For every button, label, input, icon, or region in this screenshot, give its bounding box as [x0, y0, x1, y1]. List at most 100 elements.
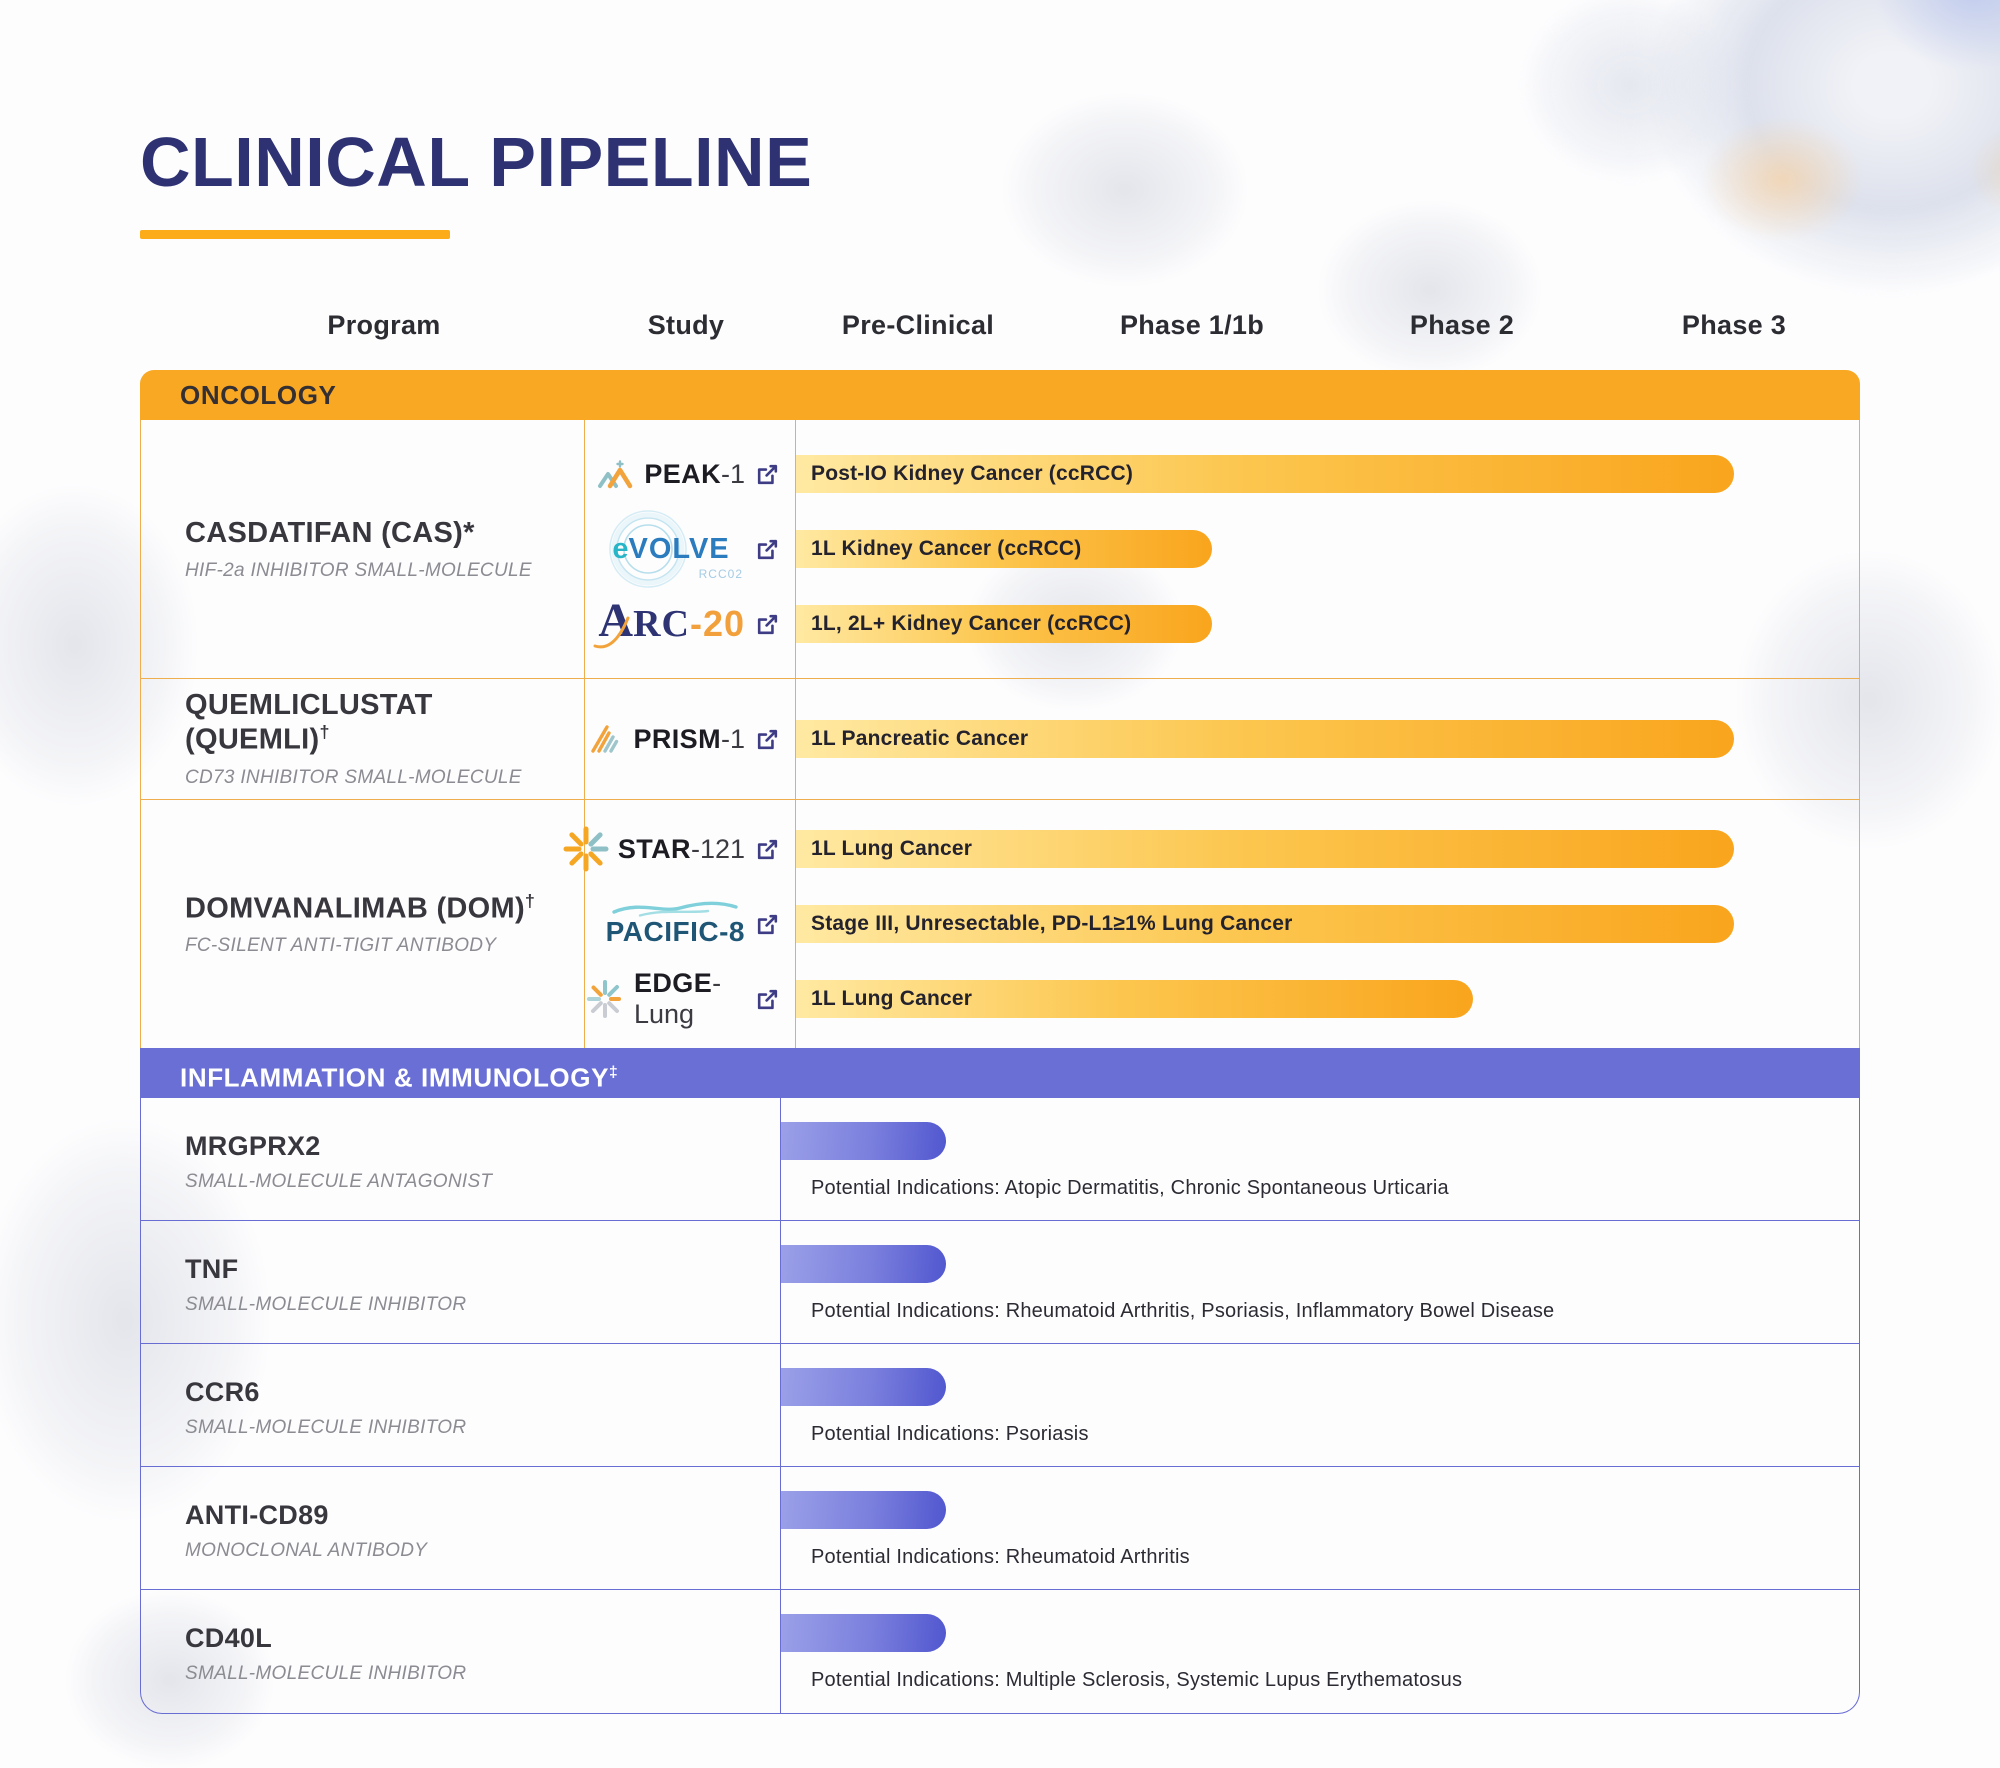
- bars-cell: Potential Indications: Rheumatoid Arthri…: [781, 1467, 1859, 1589]
- bars-cell: Potential Indications: Atopic Dermatitis…: [781, 1098, 1859, 1220]
- column-header-phase1: Phase 1/1b: [1119, 310, 1265, 340]
- bar-label: 1L Lung Cancer: [811, 837, 973, 860]
- external-link-icon[interactable]: [754, 461, 781, 488]
- evolve-logo-sub: RCC02: [698, 567, 743, 581]
- program-name: CCR6: [185, 1377, 260, 1407]
- program-cell: MRGPRX2 SMALL-MOLECULE ANTAGONIST: [141, 1098, 781, 1220]
- study-edge-lung-link[interactable]: EDGE-Lung: [585, 968, 781, 1029]
- study-cell: PEAK-1 e VOL: [585, 420, 796, 678]
- dagger-mark: †: [524, 890, 536, 911]
- program-modality: SMALL-MOLECULE INHIBITOR: [185, 1663, 467, 1684]
- potential-indications: Potential Indications: Psoriasis: [811, 1423, 1089, 1445]
- program-row-domvanalimab: DOMVANALIMAB (DOM)† FC-SILENT ANTI-TIGIT…: [141, 800, 1859, 1048]
- column-header-phase3: Phase 3: [1681, 310, 1787, 340]
- evolve-logo-e: e: [612, 532, 629, 565]
- study-logo-text: PEAK-1: [644, 458, 745, 489]
- column-header-program: Program: [327, 310, 441, 340]
- pacific-logo-text: PACIFIC-8: [605, 916, 745, 947]
- program-modality: SMALL-MOLECULE ANTAGONIST: [185, 1171, 493, 1192]
- column-header-preclinical: Pre-Clinical: [841, 310, 995, 340]
- prism-study-icon: [591, 725, 619, 753]
- decorative-cell-blob: [1642, 0, 2000, 300]
- bar-label: 1L Pancreatic Cancer: [811, 727, 1029, 750]
- program-name: TNF: [185, 1254, 239, 1284]
- pipeline-bar: Post-IO Kidney Cancer (ccRCC): [796, 455, 1734, 493]
- potential-indications: Potential Indications: Rheumatoid Arthri…: [811, 1546, 1190, 1568]
- pacific-8-logo: PACIFIC-8: [606, 900, 745, 948]
- program-modality: SMALL-MOLECULE INHIBITOR: [185, 1294, 467, 1315]
- pipeline-bar: Stage III, Unresectable, PD-L1≥1% Lung C…: [796, 905, 1734, 943]
- bar-label: Post-IO Kidney Cancer (ccRCC): [811, 462, 1134, 485]
- program-name: MRGPRX2: [185, 1131, 321, 1161]
- bar-label: 1L Kidney Cancer (ccRCC): [811, 537, 1082, 560]
- page-title: CLINICAL PIPELINE: [140, 123, 813, 201]
- program-row-mrgprx2: MRGPRX2 SMALL-MOLECULE ANTAGONIST Potent…: [141, 1098, 1859, 1221]
- study-cell: STAR-121 PACIFIC-8: [563, 800, 796, 1048]
- inflammation-table: MRGPRX2 SMALL-MOLECULE ANTAGONIST Potent…: [140, 1098, 1860, 1714]
- inflammation-section: INFLAMMATION & IMMUNOLOGY‡ MRGPRX2 SMALL…: [140, 1048, 1860, 1714]
- column-header-study: Study: [647, 310, 725, 340]
- arc-20-logo: A RC -20: [593, 597, 745, 649]
- study-star-121-link[interactable]: STAR-121: [563, 826, 781, 872]
- study-prism-1-link[interactable]: PRISM-1: [590, 720, 781, 758]
- evolve-logo: e VOLVE RCC02: [597, 510, 745, 588]
- pipeline-bar: 1L Pancreatic Cancer: [796, 720, 1734, 758]
- program-cell: TNF SMALL-MOLECULE INHIBITOR: [141, 1221, 781, 1343]
- program-cell: CD40L SMALL-MOLECULE INHIBITOR: [141, 1590, 781, 1713]
- study-pacific-8-link[interactable]: PACIFIC-8: [606, 901, 781, 947]
- inflammation-section-label: INFLAMMATION & IMMUNOLOGY: [180, 1062, 610, 1093]
- program-row-ccr6: CCR6 SMALL-MOLECULE INHIBITOR Potential …: [141, 1344, 1859, 1467]
- program-name: CASDATIFAN (CAS)*: [185, 516, 475, 549]
- bar-label: 1L, 2L+ Kidney Cancer (ccRCC): [811, 612, 1132, 635]
- study-peak-1-link[interactable]: PEAK-1: [595, 455, 781, 493]
- double-dagger-mark: ‡: [609, 1064, 619, 1081]
- program-row-quemliclustat: QUEMLICLUSTAT (QUEMLI)† CD73 INHIBITOR S…: [141, 679, 1859, 800]
- oncology-section: ONCOLOGY CASDATIFAN (CAS)* HIF-2a INHIBI…: [140, 370, 1860, 1049]
- bars-cell: 1L Pancreatic Cancer: [796, 679, 1859, 799]
- external-link-icon[interactable]: [754, 536, 781, 563]
- program-modality: FC-SILENT ANTI-TIGIT ANTIBODY: [185, 935, 497, 957]
- program-modality: SMALL-MOLECULE INHIBITOR: [185, 1417, 467, 1438]
- inflammation-section-header: INFLAMMATION & IMMUNOLOGY‡: [140, 1048, 1860, 1098]
- pipeline-bar: [781, 1491, 946, 1529]
- program-row-anti-cd89: ANTI-CD89 MONOCLONAL ANTIBODY Potential …: [141, 1467, 1859, 1590]
- program-name: DOMVANALIMAB (DOM)†: [185, 890, 536, 925]
- program-cell: DOMVANALIMAB (DOM)† FC-SILENT ANTI-TIGIT…: [141, 800, 585, 1048]
- potential-indications: Potential Indications: Atopic Dermatitis…: [811, 1177, 1449, 1199]
- oncology-section-header: ONCOLOGY: [140, 370, 1860, 420]
- bars-cell: Potential Indications: Multiple Sclerosi…: [781, 1590, 1859, 1713]
- external-link-icon[interactable]: [754, 986, 781, 1013]
- potential-indications: Potential Indications: Multiple Sclerosi…: [811, 1669, 1463, 1691]
- title-underline: [140, 230, 450, 239]
- decorative-cell-blob-small: [1500, 0, 1760, 200]
- potential-indications: Potential Indications: Rheumatoid Arthri…: [811, 1300, 1555, 1322]
- external-link-icon[interactable]: [754, 911, 781, 938]
- bars-cell: 1L Lung Cancer Stage III, Unresectable, …: [796, 800, 1859, 1048]
- bar-label: 1L Lung Cancer: [811, 987, 973, 1010]
- external-link-icon[interactable]: [754, 726, 781, 753]
- study-evolve-link[interactable]: e VOLVE RCC02: [597, 510, 781, 588]
- study-arc-20-link[interactable]: A RC -20: [593, 597, 781, 649]
- bars-cell: Potential Indications: Psoriasis: [781, 1344, 1859, 1466]
- study-logo-text: PRISM-1: [633, 723, 745, 754]
- evolve-circles-icon: [609, 510, 687, 588]
- arc-logo-rc: RC: [633, 603, 690, 645]
- external-link-icon[interactable]: [754, 836, 781, 863]
- column-header-phase2: Phase 2: [1409, 310, 1515, 340]
- pipeline-bar: 1L, 2L+ Kidney Cancer (ccRCC): [796, 605, 1212, 643]
- external-link-icon[interactable]: [754, 611, 781, 638]
- program-cell: CASDATIFAN (CAS)* HIF-2a INHIBITOR SMALL…: [141, 420, 585, 678]
- oncology-table: CASDATIFAN (CAS)* HIF-2a INHIBITOR SMALL…: [140, 420, 1860, 1049]
- program-cell: ANTI-CD89 MONOCLONAL ANTIBODY: [141, 1467, 781, 1589]
- study-logo-text: EDGE-Lung: [634, 968, 722, 1029]
- pipeline-bar: 1L Lung Cancer: [796, 980, 1474, 1018]
- bar-label: Stage III, Unresectable, PD-L1≥1% Lung C…: [811, 912, 1293, 935]
- study-cell: PRISM-1: [585, 679, 796, 799]
- program-row-casdatifan: CASDATIFAN (CAS)* HIF-2a INHIBITOR SMALL…: [141, 420, 1859, 679]
- program-cell: CCR6 SMALL-MOLECULE INHIBITOR: [141, 1344, 781, 1466]
- program-row-tnf: TNF SMALL-MOLECULE INHIBITOR Potential I…: [141, 1221, 1859, 1344]
- peak-study-icon: [598, 460, 633, 489]
- dagger-mark: †: [319, 722, 330, 743]
- program-name: CD40L: [185, 1623, 273, 1653]
